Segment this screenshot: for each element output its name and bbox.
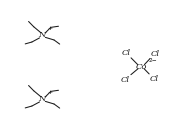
Text: +: + [47, 90, 52, 95]
Text: N: N [39, 95, 46, 103]
Text: +: + [47, 26, 52, 31]
Text: 2−: 2− [148, 58, 157, 63]
Text: Cl: Cl [121, 76, 130, 84]
Text: N: N [39, 31, 46, 39]
Text: Cl: Cl [121, 49, 130, 57]
Text: Co: Co [135, 63, 147, 71]
Text: Cl: Cl [151, 49, 160, 58]
Text: Cl: Cl [150, 75, 159, 83]
